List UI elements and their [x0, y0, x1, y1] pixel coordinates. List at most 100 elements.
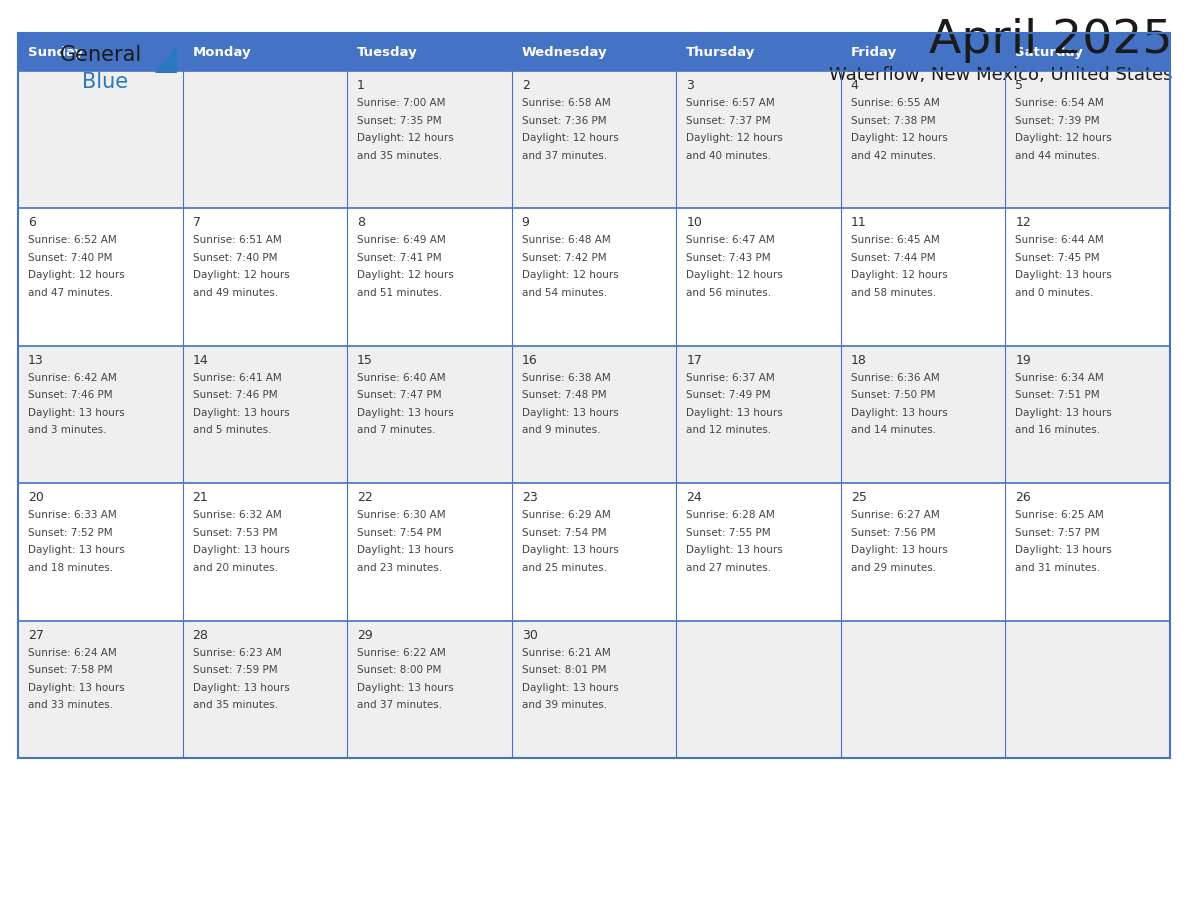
Text: Daylight: 13 hours: Daylight: 13 hours — [29, 545, 125, 555]
Text: Daylight: 13 hours: Daylight: 13 hours — [687, 545, 783, 555]
Bar — [183, 483, 347, 621]
Bar — [676, 33, 841, 71]
Text: Daylight: 12 hours: Daylight: 12 hours — [192, 271, 290, 280]
Bar — [512, 483, 676, 621]
Bar — [347, 208, 512, 346]
Text: and 27 minutes.: and 27 minutes. — [687, 563, 771, 573]
Bar — [1005, 483, 1170, 621]
Text: 8: 8 — [358, 217, 365, 230]
Bar — [18, 208, 183, 346]
Text: Sunrise: 6:23 AM: Sunrise: 6:23 AM — [192, 647, 282, 657]
Text: Sunset: 7:44 PM: Sunset: 7:44 PM — [851, 252, 935, 263]
Text: 16: 16 — [522, 353, 537, 367]
Text: Daylight: 13 hours: Daylight: 13 hours — [522, 683, 619, 692]
Bar — [347, 33, 512, 71]
Text: and 42 minutes.: and 42 minutes. — [851, 151, 936, 161]
Bar — [1005, 71, 1170, 208]
Bar — [347, 346, 512, 483]
Text: and 18 minutes.: and 18 minutes. — [29, 563, 113, 573]
Bar — [676, 346, 841, 483]
Bar — [841, 208, 1005, 346]
Bar — [512, 71, 676, 208]
Text: and 35 minutes.: and 35 minutes. — [192, 700, 278, 711]
Text: 6: 6 — [29, 217, 36, 230]
Text: Sunset: 7:47 PM: Sunset: 7:47 PM — [358, 390, 442, 400]
Text: Sunrise: 6:57 AM: Sunrise: 6:57 AM — [687, 98, 775, 108]
Text: Sunrise: 6:44 AM: Sunrise: 6:44 AM — [1016, 235, 1104, 245]
Text: 18: 18 — [851, 353, 867, 367]
Text: and 3 minutes.: and 3 minutes. — [29, 425, 107, 435]
Text: 13: 13 — [29, 353, 44, 367]
Text: General: General — [61, 45, 143, 65]
Text: Thursday: Thursday — [687, 46, 756, 59]
Text: Daylight: 12 hours: Daylight: 12 hours — [358, 133, 454, 143]
Text: Daylight: 13 hours: Daylight: 13 hours — [192, 683, 290, 692]
Bar — [841, 621, 1005, 758]
Text: Daylight: 12 hours: Daylight: 12 hours — [687, 271, 783, 280]
Text: Sunrise: 6:30 AM: Sunrise: 6:30 AM — [358, 510, 446, 521]
Text: Daylight: 12 hours: Daylight: 12 hours — [851, 133, 948, 143]
Text: 24: 24 — [687, 491, 702, 504]
Bar — [512, 208, 676, 346]
Text: Sunset: 7:45 PM: Sunset: 7:45 PM — [1016, 252, 1100, 263]
Bar — [347, 71, 512, 208]
Text: April 2025: April 2025 — [929, 18, 1173, 63]
Text: 12: 12 — [1016, 217, 1031, 230]
Text: Sunrise: 7:00 AM: Sunrise: 7:00 AM — [358, 98, 446, 108]
Text: 17: 17 — [687, 353, 702, 367]
Bar — [1005, 346, 1170, 483]
Bar — [676, 208, 841, 346]
Bar — [18, 346, 183, 483]
Bar — [676, 71, 841, 208]
Text: Daylight: 13 hours: Daylight: 13 hours — [1016, 271, 1112, 280]
Text: Daylight: 12 hours: Daylight: 12 hours — [358, 271, 454, 280]
Text: Daylight: 13 hours: Daylight: 13 hours — [192, 545, 290, 555]
Text: Sunrise: 6:48 AM: Sunrise: 6:48 AM — [522, 235, 611, 245]
Text: 22: 22 — [358, 491, 373, 504]
Text: and 37 minutes.: and 37 minutes. — [522, 151, 607, 161]
Text: 19: 19 — [1016, 353, 1031, 367]
Text: 3: 3 — [687, 79, 694, 92]
Text: 10: 10 — [687, 217, 702, 230]
Text: Sunrise: 6:37 AM: Sunrise: 6:37 AM — [687, 373, 775, 383]
Text: Sunset: 7:38 PM: Sunset: 7:38 PM — [851, 116, 935, 126]
Bar — [512, 621, 676, 758]
Text: and 56 minutes.: and 56 minutes. — [687, 288, 771, 298]
Text: Sunset: 7:55 PM: Sunset: 7:55 PM — [687, 528, 771, 538]
Bar — [512, 346, 676, 483]
Text: Sunset: 7:48 PM: Sunset: 7:48 PM — [522, 390, 606, 400]
Text: Sunrise: 6:33 AM: Sunrise: 6:33 AM — [29, 510, 116, 521]
Text: 11: 11 — [851, 217, 866, 230]
Text: Daylight: 13 hours: Daylight: 13 hours — [29, 408, 125, 418]
Text: 5: 5 — [1016, 79, 1023, 92]
Bar — [841, 71, 1005, 208]
Text: Sunset: 7:59 PM: Sunset: 7:59 PM — [192, 666, 277, 675]
Text: Sunset: 7:56 PM: Sunset: 7:56 PM — [851, 528, 935, 538]
Text: Saturday: Saturday — [1016, 46, 1083, 59]
Text: Monday: Monday — [192, 46, 251, 59]
Text: Sunrise: 6:27 AM: Sunrise: 6:27 AM — [851, 510, 940, 521]
Text: Sunrise: 6:52 AM: Sunrise: 6:52 AM — [29, 235, 116, 245]
Bar — [183, 346, 347, 483]
Text: Sunrise: 6:51 AM: Sunrise: 6:51 AM — [192, 235, 282, 245]
Text: Daylight: 12 hours: Daylight: 12 hours — [522, 271, 619, 280]
Bar — [18, 621, 183, 758]
Text: Sunset: 7:46 PM: Sunset: 7:46 PM — [192, 390, 277, 400]
Text: and 14 minutes.: and 14 minutes. — [851, 425, 936, 435]
Bar — [1005, 33, 1170, 71]
Text: Sunset: 7:37 PM: Sunset: 7:37 PM — [687, 116, 771, 126]
Text: Sunrise: 6:28 AM: Sunrise: 6:28 AM — [687, 510, 775, 521]
Text: and 44 minutes.: and 44 minutes. — [1016, 151, 1100, 161]
Bar — [512, 33, 676, 71]
Text: Sunrise: 6:38 AM: Sunrise: 6:38 AM — [522, 373, 611, 383]
Text: Daylight: 13 hours: Daylight: 13 hours — [522, 545, 619, 555]
Text: Sunset: 7:57 PM: Sunset: 7:57 PM — [1016, 528, 1100, 538]
Text: and 23 minutes.: and 23 minutes. — [358, 563, 442, 573]
Text: Sunrise: 6:34 AM: Sunrise: 6:34 AM — [1016, 373, 1104, 383]
Text: Sunset: 7:52 PM: Sunset: 7:52 PM — [29, 528, 113, 538]
Text: Sunrise: 6:21 AM: Sunrise: 6:21 AM — [522, 647, 611, 657]
Text: Sunset: 8:00 PM: Sunset: 8:00 PM — [358, 666, 442, 675]
Text: Sunset: 7:54 PM: Sunset: 7:54 PM — [522, 528, 606, 538]
Text: Sunset: 7:35 PM: Sunset: 7:35 PM — [358, 116, 442, 126]
Text: Daylight: 13 hours: Daylight: 13 hours — [851, 545, 948, 555]
